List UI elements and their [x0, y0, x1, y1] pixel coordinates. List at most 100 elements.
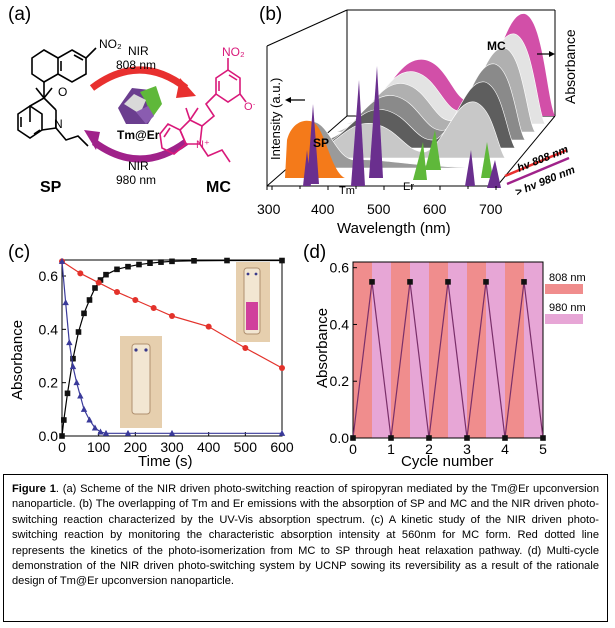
data-point [92, 285, 98, 291]
data-point [205, 323, 212, 330]
data-point [464, 435, 470, 441]
data-point [95, 279, 102, 286]
er-emission-peaks [413, 130, 493, 180]
top-arrow-line1: NIR [128, 44, 149, 58]
panel-a: (a) NO₂ O N SP [0, 0, 255, 235]
illumination-band [448, 262, 467, 438]
c-ylabel: Absorbance [9, 320, 26, 400]
legend-swatch [545, 314, 583, 324]
spectra-3d-chart: hv 808 nm > hv 980 nm SP MC Tm Er Intens… [257, 9, 578, 237]
b-xtick-700: 700 [479, 201, 503, 217]
sp-n-atom: N [54, 117, 63, 131]
b-xticks: 300 [257, 201, 281, 217]
panel-c: (c) 0 100 200 300 400 500 600 0.0 0.2 0.4 0.6 Abso… [0, 240, 305, 470]
red-arrow-head-icon [176, 78, 196, 98]
b-xtick-marks [271, 186, 497, 190]
y-tick-label: 0.6 [39, 268, 59, 284]
purple-arrow-head-icon [84, 130, 100, 150]
mc-o-minus: O⁻ [244, 101, 255, 113]
sp-annotation: SP [313, 136, 329, 150]
b-xtick-400: 400 [311, 201, 335, 217]
data-point [150, 305, 157, 311]
data-point [278, 429, 286, 436]
x-tick-label: 0 [349, 441, 357, 457]
y-tick-label: 0.4 [330, 316, 350, 332]
illumination-band [486, 262, 505, 438]
mc-structure [159, 58, 247, 163]
data-point [369, 279, 375, 285]
b-xtick-group: 400 500 600 700 [311, 201, 503, 217]
bottom-arrow-line2: 980 nm [116, 173, 156, 187]
data-point [103, 271, 109, 278]
panel-d: (d) 0 1 2 3 4 5 0.0 0.2 0.4 0.6 808 nm 980 nm Absor… [303, 240, 615, 470]
data-point [147, 260, 153, 266]
hv808-arrow [504, 148, 568, 178]
data-point [81, 310, 87, 317]
data-point [125, 263, 131, 270]
layer-5 [302, 101, 506, 159]
data-point [91, 424, 99, 431]
data-point [350, 435, 356, 441]
x-tick-label: 400 [197, 439, 221, 455]
absorbance-arrow-head-icon [549, 51, 555, 57]
b-xlabel: Wavelength (nm) [337, 220, 451, 237]
panel-d-label: (d) [303, 242, 327, 263]
illumination-band [391, 262, 410, 438]
series-line [61, 260, 283, 369]
data-point [132, 297, 139, 303]
illumination-band [372, 262, 391, 438]
sp-o-atom: O [58, 85, 67, 99]
data-point [75, 329, 82, 335]
d-ylabel: Absorbance [314, 308, 331, 388]
data-point [102, 429, 110, 436]
data-point [73, 379, 80, 386]
nanoparticle-icon [118, 86, 162, 124]
data-point [64, 390, 71, 397]
b-xtick-600: 600 [423, 201, 447, 217]
illumination-band [429, 262, 448, 438]
panel-a-label: (a) [8, 4, 32, 25]
data-point [445, 279, 451, 285]
x-tick-label: 1 [387, 441, 395, 457]
data-point [279, 365, 285, 371]
x-tick-label: 4 [501, 441, 509, 457]
illumination-band [505, 262, 524, 438]
mc-n-plus: N⁺ [196, 139, 210, 151]
data-point [97, 428, 104, 435]
x-tick-label: 500 [234, 439, 258, 455]
y-tick-label: 0.6 [330, 260, 350, 276]
d-xlabel: Cycle number [401, 453, 494, 470]
panel-b-label: (b) [259, 4, 283, 25]
data-point [114, 266, 120, 273]
data-point [59, 433, 65, 439]
y-tick-label: 0.0 [39, 428, 59, 444]
x-tick-label: 300 [160, 439, 184, 455]
data-point [86, 297, 93, 303]
data-point [169, 258, 175, 265]
legend-label: 980 nm [549, 302, 586, 314]
data-point [502, 435, 508, 441]
x-tick-label: 600 [270, 439, 294, 455]
data-point [279, 257, 285, 264]
intensity-arrow-head-icon [285, 97, 291, 103]
bottom-arrow-line1: NIR [128, 159, 149, 173]
data-point [521, 279, 527, 285]
c-plot-area: 0 100 200 300 400 500 600 0.0 0.2 0.4 0.6 [39, 257, 294, 455]
mc-no2-label: NO₂ [222, 45, 245, 59]
x-tick-label: 0 [58, 439, 66, 455]
data-point [158, 259, 164, 265]
legend-swatch [545, 284, 583, 294]
reaction-scheme: NO₂ O N SP NIR 808 nm NIR 980 nm Tm@Er [17, 37, 255, 196]
x-tick-label: 100 [87, 439, 111, 455]
b-ylabel-right: Absorbance [562, 29, 578, 104]
kinetics-chart: 0 100 200 300 400 500 600 0.0 0.2 0.4 0.6 Absorban… [9, 257, 294, 470]
panel-b: (b) [255, 0, 615, 240]
tm-er-label: Tm@Er [117, 128, 160, 142]
tm-emission-peaks [303, 66, 501, 188]
plot-frame [352, 261, 544, 439]
y-tick-label: 0.4 [39, 321, 59, 337]
data-point [97, 277, 104, 283]
data-point [136, 261, 142, 268]
hv980-arrow [506, 156, 570, 186]
data-point [191, 258, 197, 264]
